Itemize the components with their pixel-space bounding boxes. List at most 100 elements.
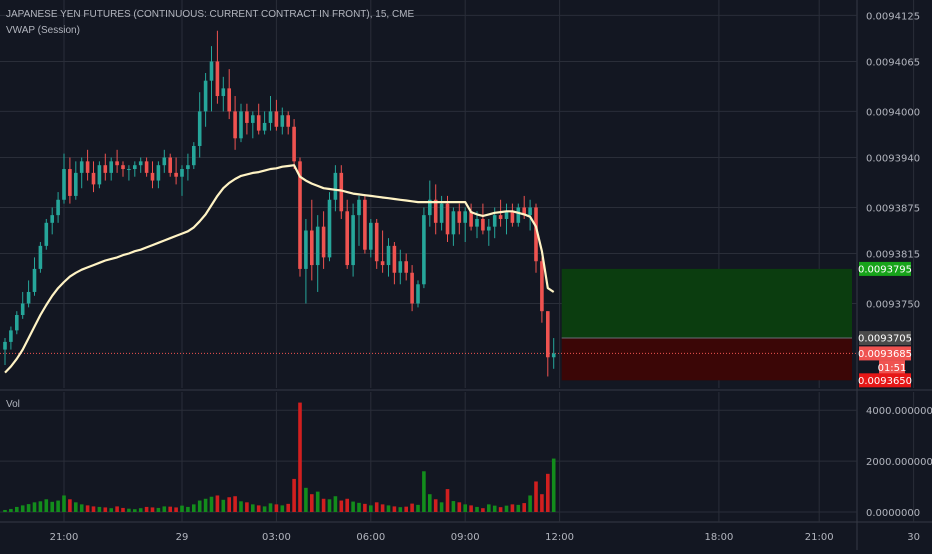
candle-up [451,211,456,235]
price-tag-box [859,346,911,361]
price-tag-box [859,373,911,388]
volume-bar [56,500,60,512]
candle-down [215,61,220,97]
candle-up [79,161,84,173]
volume-bar [422,471,426,512]
position-zones [0,268,857,381]
volume-bar [369,505,373,512]
candle-down [245,111,249,123]
candle-up [138,161,143,166]
price-tick-label: 0.0093875 [866,203,920,214]
price-tag-label: 0.0093685 [858,349,912,360]
candle-down [321,226,326,258]
candle-down [115,161,119,166]
volume-bar [286,503,290,512]
volume-bar [127,508,131,512]
vwap-legend-label: VWAP (Session) [6,25,80,36]
price-tick-label: 0.0093750 [866,299,920,310]
time-tick-label: 18:00 [704,532,733,543]
candle-up [528,207,532,216]
volume-bar [333,496,338,512]
target-zone [561,268,852,339]
candle-down [522,207,526,216]
candle-down [404,261,408,273]
volume-tick-label: 2000.0000000 [866,457,932,468]
candle-up [280,115,285,127]
candle-up [262,122,267,131]
candle-up [386,245,391,266]
volume-bar [103,507,108,512]
candle-down [392,245,397,273]
candle-up [369,222,373,250]
candle-up [357,199,361,216]
candle-up [44,222,49,246]
time-tick-label: 12:00 [545,532,574,543]
candle-up [62,169,66,200]
volume-bar [91,506,96,512]
volume-bar [174,507,178,512]
volume-bar [221,499,226,512]
time-tick-label: 03:00 [262,532,291,543]
volume-bar [44,499,49,512]
candle-down [469,211,473,227]
volume-bar [26,504,31,512]
volume-bar [209,496,214,512]
volume-bar [233,496,237,512]
candle-down [68,169,72,196]
price-tick-label: 0.0094125 [866,11,920,22]
candle-down [150,172,155,181]
candle-down [380,261,385,266]
volume-bar [262,506,267,512]
time-tick-label: 29 [176,532,189,543]
volume-bar [121,507,125,512]
volume-bar [304,487,308,512]
volume-bar [50,501,54,512]
volume-bars [3,402,556,512]
candle-up [439,203,444,223]
candle-down [310,230,314,266]
candle-up [180,169,184,177]
volume-bar [109,508,113,512]
candle-down [410,272,414,304]
symbol-title: JAPANESE YEN FUTURES (CONTINUOUS: CURREN… [6,9,415,20]
candle-down [345,211,349,266]
candle-up [304,230,308,269]
volume-bar [522,503,526,512]
candle-down [481,218,485,231]
candle-down [298,161,302,269]
volume-bar [280,505,285,512]
candle-down [256,115,261,131]
candle-up [20,303,25,316]
candle-up [398,261,403,273]
candle-up [15,315,19,331]
volume-bar [551,458,556,512]
volume-bar [32,502,37,512]
volume-bar [516,504,521,512]
volume-bar [374,502,379,512]
volume-bar [38,501,43,512]
candle-up [56,199,60,216]
candle-up [192,145,196,166]
volume-bar [180,505,184,512]
volume-bar [227,497,231,512]
candle-up [156,165,161,181]
candle-up [162,157,167,166]
price-tag-box [879,360,905,375]
candle-up [428,199,432,216]
candle-down [121,165,125,170]
candle-up [492,215,497,227]
volume-bar [239,501,243,512]
volume-bar [68,499,72,512]
price-tag-box [859,261,911,276]
volume-bar [380,504,385,512]
candle-up [327,199,332,258]
volume-bar [315,491,320,512]
volume-bar [410,503,414,512]
price-tick-label: 0.0093815 [866,250,920,261]
volume-bar [392,506,397,512]
volume-bar [428,494,432,512]
candle-down [227,88,231,112]
candle-down [510,211,515,223]
